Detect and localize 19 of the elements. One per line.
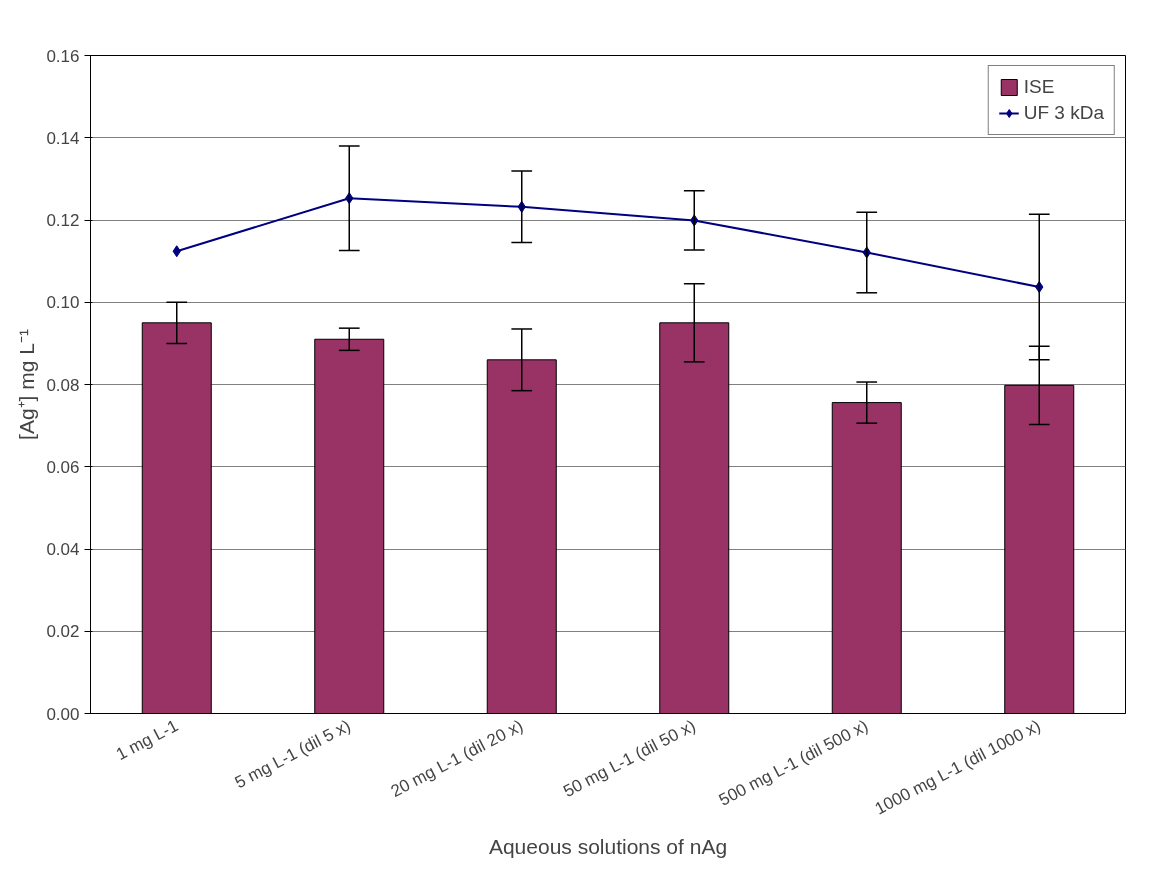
y-tick-label: 0.16 <box>46 46 80 66</box>
y-tick-label: 0.04 <box>46 540 80 559</box>
legend-label: ISE <box>1023 76 1055 98</box>
x-tick-label: 500 mg L-1 (dil 500 x) <box>715 716 872 810</box>
y-tick-label: 0.02 <box>46 622 80 642</box>
y-tick-label: 0.08 <box>46 375 80 395</box>
x-tick-label: 1 mg L-1 <box>112 716 182 765</box>
y-tick-label: 0.10 <box>46 293 80 313</box>
legend-label: UF 3 kDa <box>1023 102 1104 124</box>
y-tick-label: 0.14 <box>46 128 80 148</box>
y-tick-label: 0.00 <box>46 704 80 724</box>
x-tick-label: 1000 mg L-1 (dil 1000 x) <box>871 716 1044 819</box>
x-tick-label: 5 mg L-1 (dil 5 x) <box>231 716 354 793</box>
x-axis-title: Aqueous solutions of nAg <box>488 834 728 858</box>
x-tick-label: 50 mg L-1 (dil 50 x) <box>560 716 699 801</box>
y-axis-title: [Ag⁺] mg L⁻¹ <box>15 329 39 440</box>
y-tick-label: 0.06 <box>46 457 80 477</box>
y-tick-label: 0.12 <box>46 211 80 230</box>
x-tick-label: 20 mg L-1 (dil 20 x) <box>387 716 527 801</box>
